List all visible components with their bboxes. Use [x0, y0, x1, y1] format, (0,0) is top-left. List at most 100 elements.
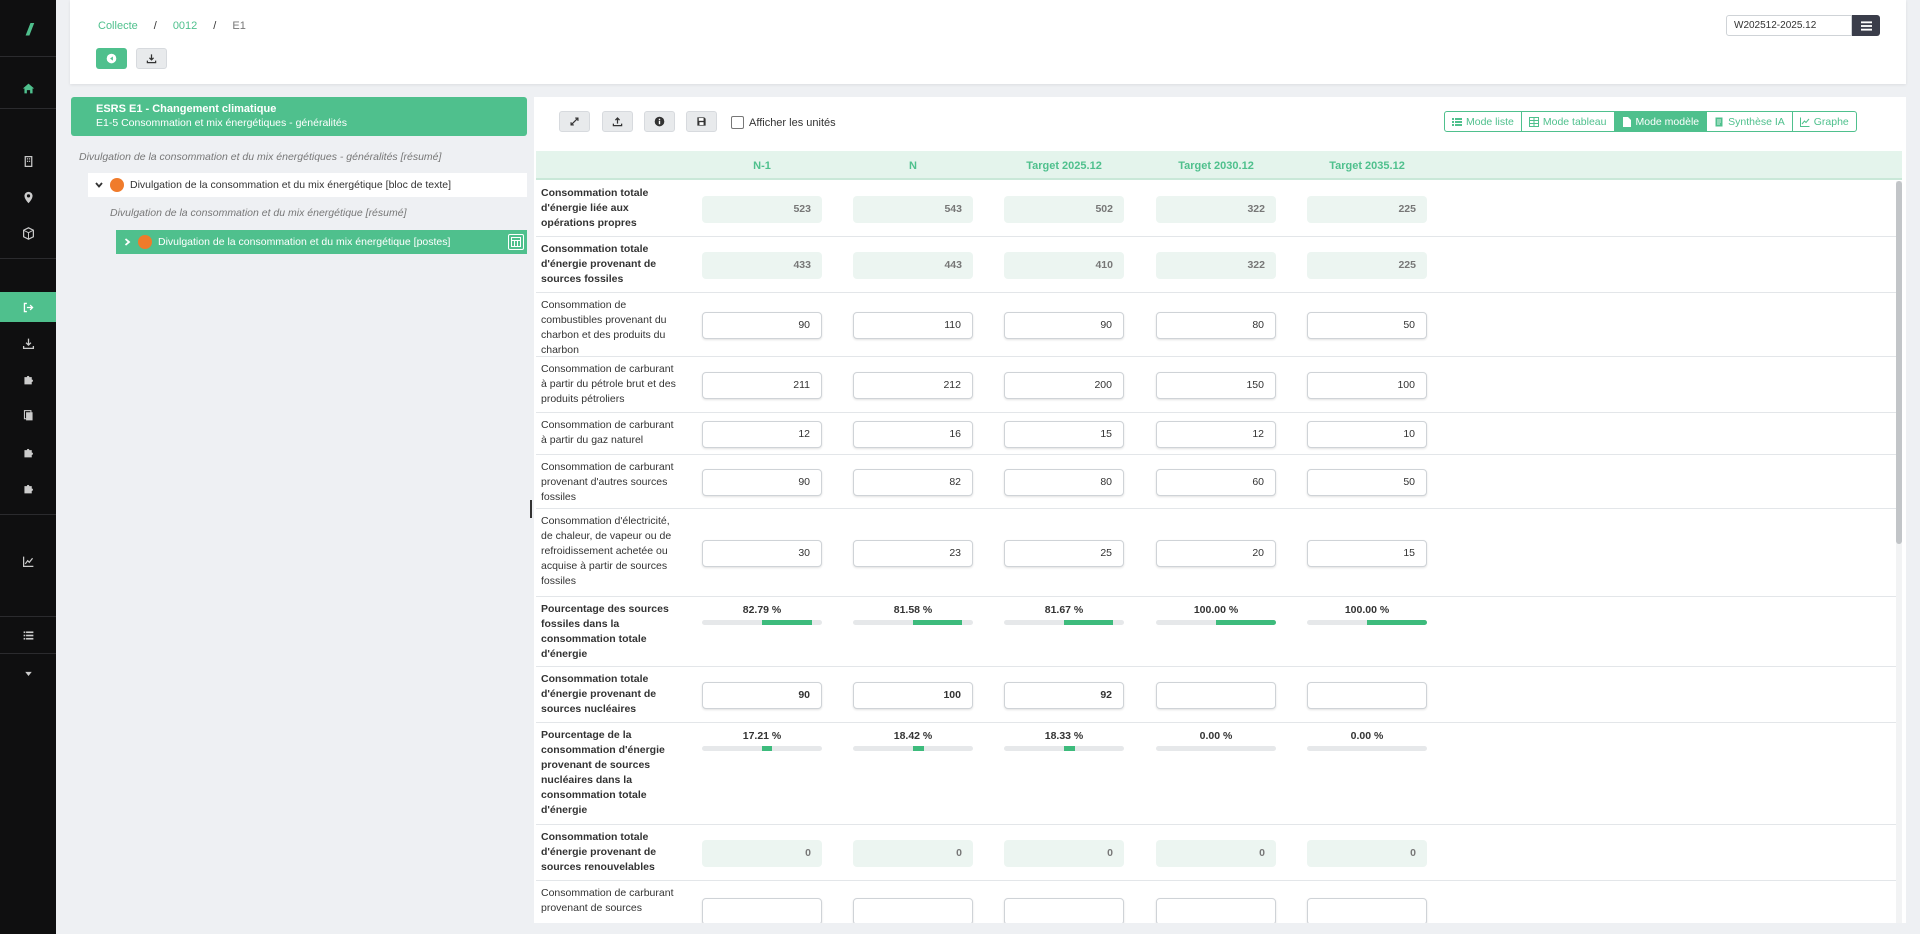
mode-graph-button[interactable]: Graphe	[1791, 111, 1857, 132]
value-input[interactable]: 10	[1307, 421, 1427, 448]
period-input[interactable]: W202512-2025.12	[1726, 15, 1852, 36]
checkbox-box[interactable]	[731, 116, 744, 129]
tree-header-title: ESRS E1 - Changement climatique	[96, 103, 277, 115]
download-button[interactable]	[136, 48, 167, 69]
value-input[interactable]: 211	[702, 372, 822, 399]
chart-icon[interactable]	[0, 546, 56, 576]
percent-cell: 0.00 %	[1307, 730, 1427, 751]
chevron-down-icon[interactable]	[88, 180, 110, 190]
view-mode-group: Mode liste Mode tableau Mode modèle Synt…	[1444, 111, 1857, 132]
value-input[interactable]: 16	[853, 421, 973, 448]
value-input[interactable]: 50	[1307, 312, 1427, 339]
expand-button[interactable]	[559, 111, 590, 132]
value-input[interactable]: 90	[702, 312, 822, 339]
breadcrumb-code[interactable]: 0012	[172, 20, 198, 32]
percent-value: 100.00 %	[1344, 604, 1390, 616]
value-input[interactable]: 100	[853, 682, 973, 709]
value-input[interactable]	[1004, 898, 1124, 923]
copy-icon[interactable]	[0, 400, 56, 430]
status-dot-icon	[110, 178, 124, 192]
value-input[interactable]	[1307, 682, 1427, 709]
home-icon[interactable]	[0, 73, 56, 103]
save-button[interactable]	[686, 111, 717, 132]
mode-model-button[interactable]: Mode modèle	[1613, 111, 1708, 132]
chevron-right-icon[interactable]	[116, 237, 138, 247]
tree-section-header[interactable]: ESRS E1 - Changement climatique E1-5 Con…	[71, 97, 527, 136]
computed-value-cell: 0	[1307, 840, 1427, 867]
puzzle-icon[interactable]	[0, 473, 56, 503]
percent-value: 0.00 %	[1350, 730, 1384, 742]
computed-value-cell: 443	[853, 252, 973, 279]
show-units-checkbox[interactable]: Afficher les unités	[731, 116, 836, 129]
mode-label: Mode modèle	[1635, 115, 1700, 128]
value-input[interactable]: 12	[1156, 421, 1276, 448]
back-button[interactable]	[96, 48, 127, 69]
value-input[interactable]: 200	[1004, 372, 1124, 399]
puzzle-icon[interactable]	[0, 437, 56, 467]
mode-list-button[interactable]: Mode liste	[1444, 111, 1522, 132]
tree-summary-top[interactable]: Divulgation de la consommation et du mix…	[79, 151, 442, 163]
value-input[interactable]: 15	[1004, 421, 1124, 448]
mode-table-button[interactable]: Mode tableau	[1520, 111, 1615, 132]
sign-out-icon[interactable]	[0, 292, 56, 322]
value-input[interactable]: 30	[702, 540, 822, 567]
table-icon[interactable]	[508, 234, 524, 250]
splitter-handle[interactable]	[530, 500, 532, 518]
upload-icon	[612, 117, 623, 127]
value-input[interactable]	[1156, 682, 1276, 709]
value-input[interactable]	[1307, 898, 1427, 923]
value-input[interactable]: 15	[1307, 540, 1427, 567]
value-input[interactable]: 80	[1004, 469, 1124, 496]
value-input[interactable]: 90	[1004, 312, 1124, 339]
building-icon[interactable]	[0, 146, 56, 176]
map-marker-icon[interactable]	[0, 182, 56, 212]
value-input[interactable]: 82	[853, 469, 973, 496]
value-input[interactable]: 23	[853, 540, 973, 567]
percent-bar-fill	[762, 746, 773, 751]
percent-cell: 100.00 %	[1307, 604, 1427, 625]
tree-summary-inner[interactable]: Divulgation de la consommation et du mix…	[110, 207, 407, 219]
percent-value: 18.42 %	[893, 730, 933, 742]
value-input[interactable]: 92	[1004, 682, 1124, 709]
value-input[interactable]: 20	[1156, 540, 1276, 567]
value-input[interactable]: 212	[853, 372, 973, 399]
app-logo[interactable]: //	[26, 20, 32, 39]
puzzle-icon[interactable]	[0, 364, 56, 394]
upload-button[interactable]	[602, 111, 633, 132]
value-input[interactable]	[853, 898, 973, 923]
row-label: Pourcentage de la consommation d'énergie…	[541, 729, 665, 816]
value-input[interactable]: 100	[1307, 372, 1427, 399]
caret-down-icon[interactable]	[0, 658, 56, 688]
tree-node-text-block[interactable]: Divulgation de la consommation et du mix…	[88, 173, 527, 197]
value-input[interactable]: 150	[1156, 372, 1276, 399]
percent-bar	[853, 746, 973, 751]
value-input[interactable]: 60	[1156, 469, 1276, 496]
rail-divider	[0, 56, 56, 57]
value-input[interactable]	[702, 898, 822, 923]
value-input[interactable]	[1156, 898, 1276, 923]
list-icon	[1452, 117, 1462, 126]
value-input[interactable]: 80	[1156, 312, 1276, 339]
list-icon[interactable]	[0, 620, 56, 650]
value-input[interactable]: 12	[702, 421, 822, 448]
tree-node-posts[interactable]: Divulgation de la consommation et du mix…	[116, 230, 527, 254]
info-button[interactable]	[644, 111, 675, 132]
computed-value-cell: 410	[1004, 252, 1124, 279]
mode-ai-summary-button[interactable]: Synthèse IA	[1706, 111, 1793, 132]
value-input[interactable]: 110	[853, 312, 973, 339]
breadcrumb-collecte[interactable]: Collecte	[98, 20, 138, 32]
download-icon[interactable]	[0, 328, 56, 358]
percent-bar	[702, 620, 822, 625]
value-input[interactable]: 50	[1307, 469, 1427, 496]
scrollbar-thumb[interactable]	[1896, 181, 1902, 544]
cube-icon[interactable]	[0, 218, 56, 248]
vertical-scrollbar[interactable]	[1896, 181, 1902, 923]
table-row: Consommation de combustibles provenant d…	[536, 293, 1902, 357]
menu-button[interactable]	[1852, 15, 1880, 36]
value-input[interactable]: 90	[702, 469, 822, 496]
percent-bar-fill	[1216, 620, 1276, 625]
value-input[interactable]: 25	[1004, 540, 1124, 567]
value-input[interactable]: 90	[702, 682, 822, 709]
percent-cell: 82.79 %	[702, 604, 822, 625]
percent-value: 82.79 %	[742, 604, 782, 616]
